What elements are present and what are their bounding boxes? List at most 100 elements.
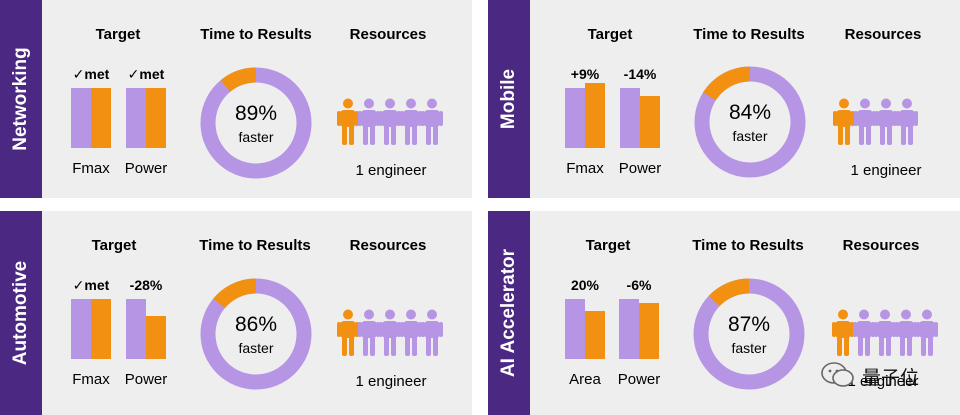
saved-person-icon [916,309,938,356]
engineer-person-icon [337,309,359,356]
panel-title: Mobile [498,68,519,130]
saved-person-icon [853,309,875,356]
saved-person-icon [400,98,422,145]
panel-sidebar: Automotive [0,211,42,415]
saved-person-icon [379,309,401,356]
baseline-bar [565,299,585,359]
resources-header: Resources [844,26,922,43]
engineer-count: 1 engineer [355,162,427,179]
time-header: Time to Results [693,26,805,43]
result-bar [585,311,605,359]
panel-sidebar: Networking [0,0,42,198]
donut-subtext: faster [238,129,274,145]
target-category-label: Fmax [72,371,110,388]
donut-svg [693,278,805,390]
engineer-icons [833,98,941,148]
saved-person-icon [854,98,876,145]
baseline-bar [126,299,146,359]
target-category-label: Fmax [72,160,110,177]
target-delta-label: 20% [570,277,600,293]
baseline-bar [620,88,640,148]
result-bar [585,83,605,148]
result-bar [146,88,166,148]
saved-person-icon [358,98,380,145]
result-bar [146,316,166,359]
saved-person-icon [421,309,443,356]
donut-faster-segment [200,278,312,390]
donut-percent: 87% [727,313,771,336]
saved-person-icon [400,309,422,356]
engineer-person-icon [337,98,359,145]
engineer-icons [832,309,940,359]
engineer-icons [337,98,445,148]
baseline-bar [71,88,91,148]
time-donut: 84% faster [694,66,806,178]
donut-remaining-segment [213,278,257,309]
target-delta-label: +9% [570,66,600,82]
target-category-label: Power [617,371,661,388]
engineer-count: 1 engineer [355,373,427,390]
donut-svg [200,67,312,179]
panel-automotive: Automotive Target Time to Results Resour… [0,211,472,415]
time-header: Time to Results [200,26,312,43]
donut-remaining-segment [220,67,257,93]
engineer-icons [337,309,445,359]
watermark: 量子位 [820,360,940,390]
donut-remaining-segment [703,66,751,101]
wechat-icon [821,362,854,387]
saved-person-icon [875,98,897,145]
baseline-bar [126,88,146,148]
donut-subtext: faster [731,340,767,356]
engineer-person-icon [832,309,854,356]
time-header: Time to Results [199,237,311,254]
donut-svg [200,278,312,390]
baseline-bar [619,299,639,359]
donut-faster-segment [694,66,806,178]
donut-svg [694,66,806,178]
donut-subtext: faster [732,128,768,144]
panel-ai-accelerator: AI Accelerator Target Time to Results Re… [488,211,960,415]
saved-person-icon [874,309,896,356]
panel-mobile: Mobile Target Time to Results Resources … [488,0,960,198]
saved-person-icon [379,98,401,145]
engineer-count: 1 engineer [850,162,922,179]
time-donut: 87% faster [693,278,805,390]
target-category-label: Power [618,160,662,177]
baseline-bar [71,299,91,359]
result-bar [91,88,111,148]
panel-networking: Networking Target Time to Results Resour… [0,0,472,198]
target-header: Target [587,26,633,43]
time-header: Time to Results [692,237,804,254]
engineer-count: 1 engineer [847,373,919,390]
result-bar [639,303,659,359]
panel-sidebar: Mobile [488,0,530,198]
donut-faster-segment [200,67,312,179]
resources-header: Resources [349,26,427,43]
saved-person-icon [421,98,443,145]
time-donut: 89% faster [200,67,312,179]
engineer-person-icon [833,98,855,145]
result-bar [640,96,660,148]
watermark-text: 量子位 [862,367,920,389]
target-category-label: Power [124,160,168,177]
donut-subtext: faster [238,340,274,356]
baseline-bar [565,88,585,148]
target-delta-label: ✓met [72,66,110,82]
target-header: Target [95,26,141,43]
target-header: Target [91,237,137,254]
target-delta-label: -28% [129,277,163,293]
saved-person-icon [358,309,380,356]
target-delta-label: -6% [626,277,652,293]
target-header: Target [585,237,631,254]
panel-title: AI Accelerator [498,248,519,378]
resources-header: Resources [842,237,920,254]
target-delta-label: ✓met [72,277,110,293]
saved-person-icon [896,98,918,145]
saved-person-icon [895,309,917,356]
target-delta-label: ✓met [127,66,165,82]
resources-header: Resources [349,237,427,254]
time-donut: 86% faster [200,278,312,390]
panel-title: Automotive [10,260,31,366]
target-category-label: Area [569,371,601,388]
panel-sidebar: AI Accelerator [488,211,530,415]
